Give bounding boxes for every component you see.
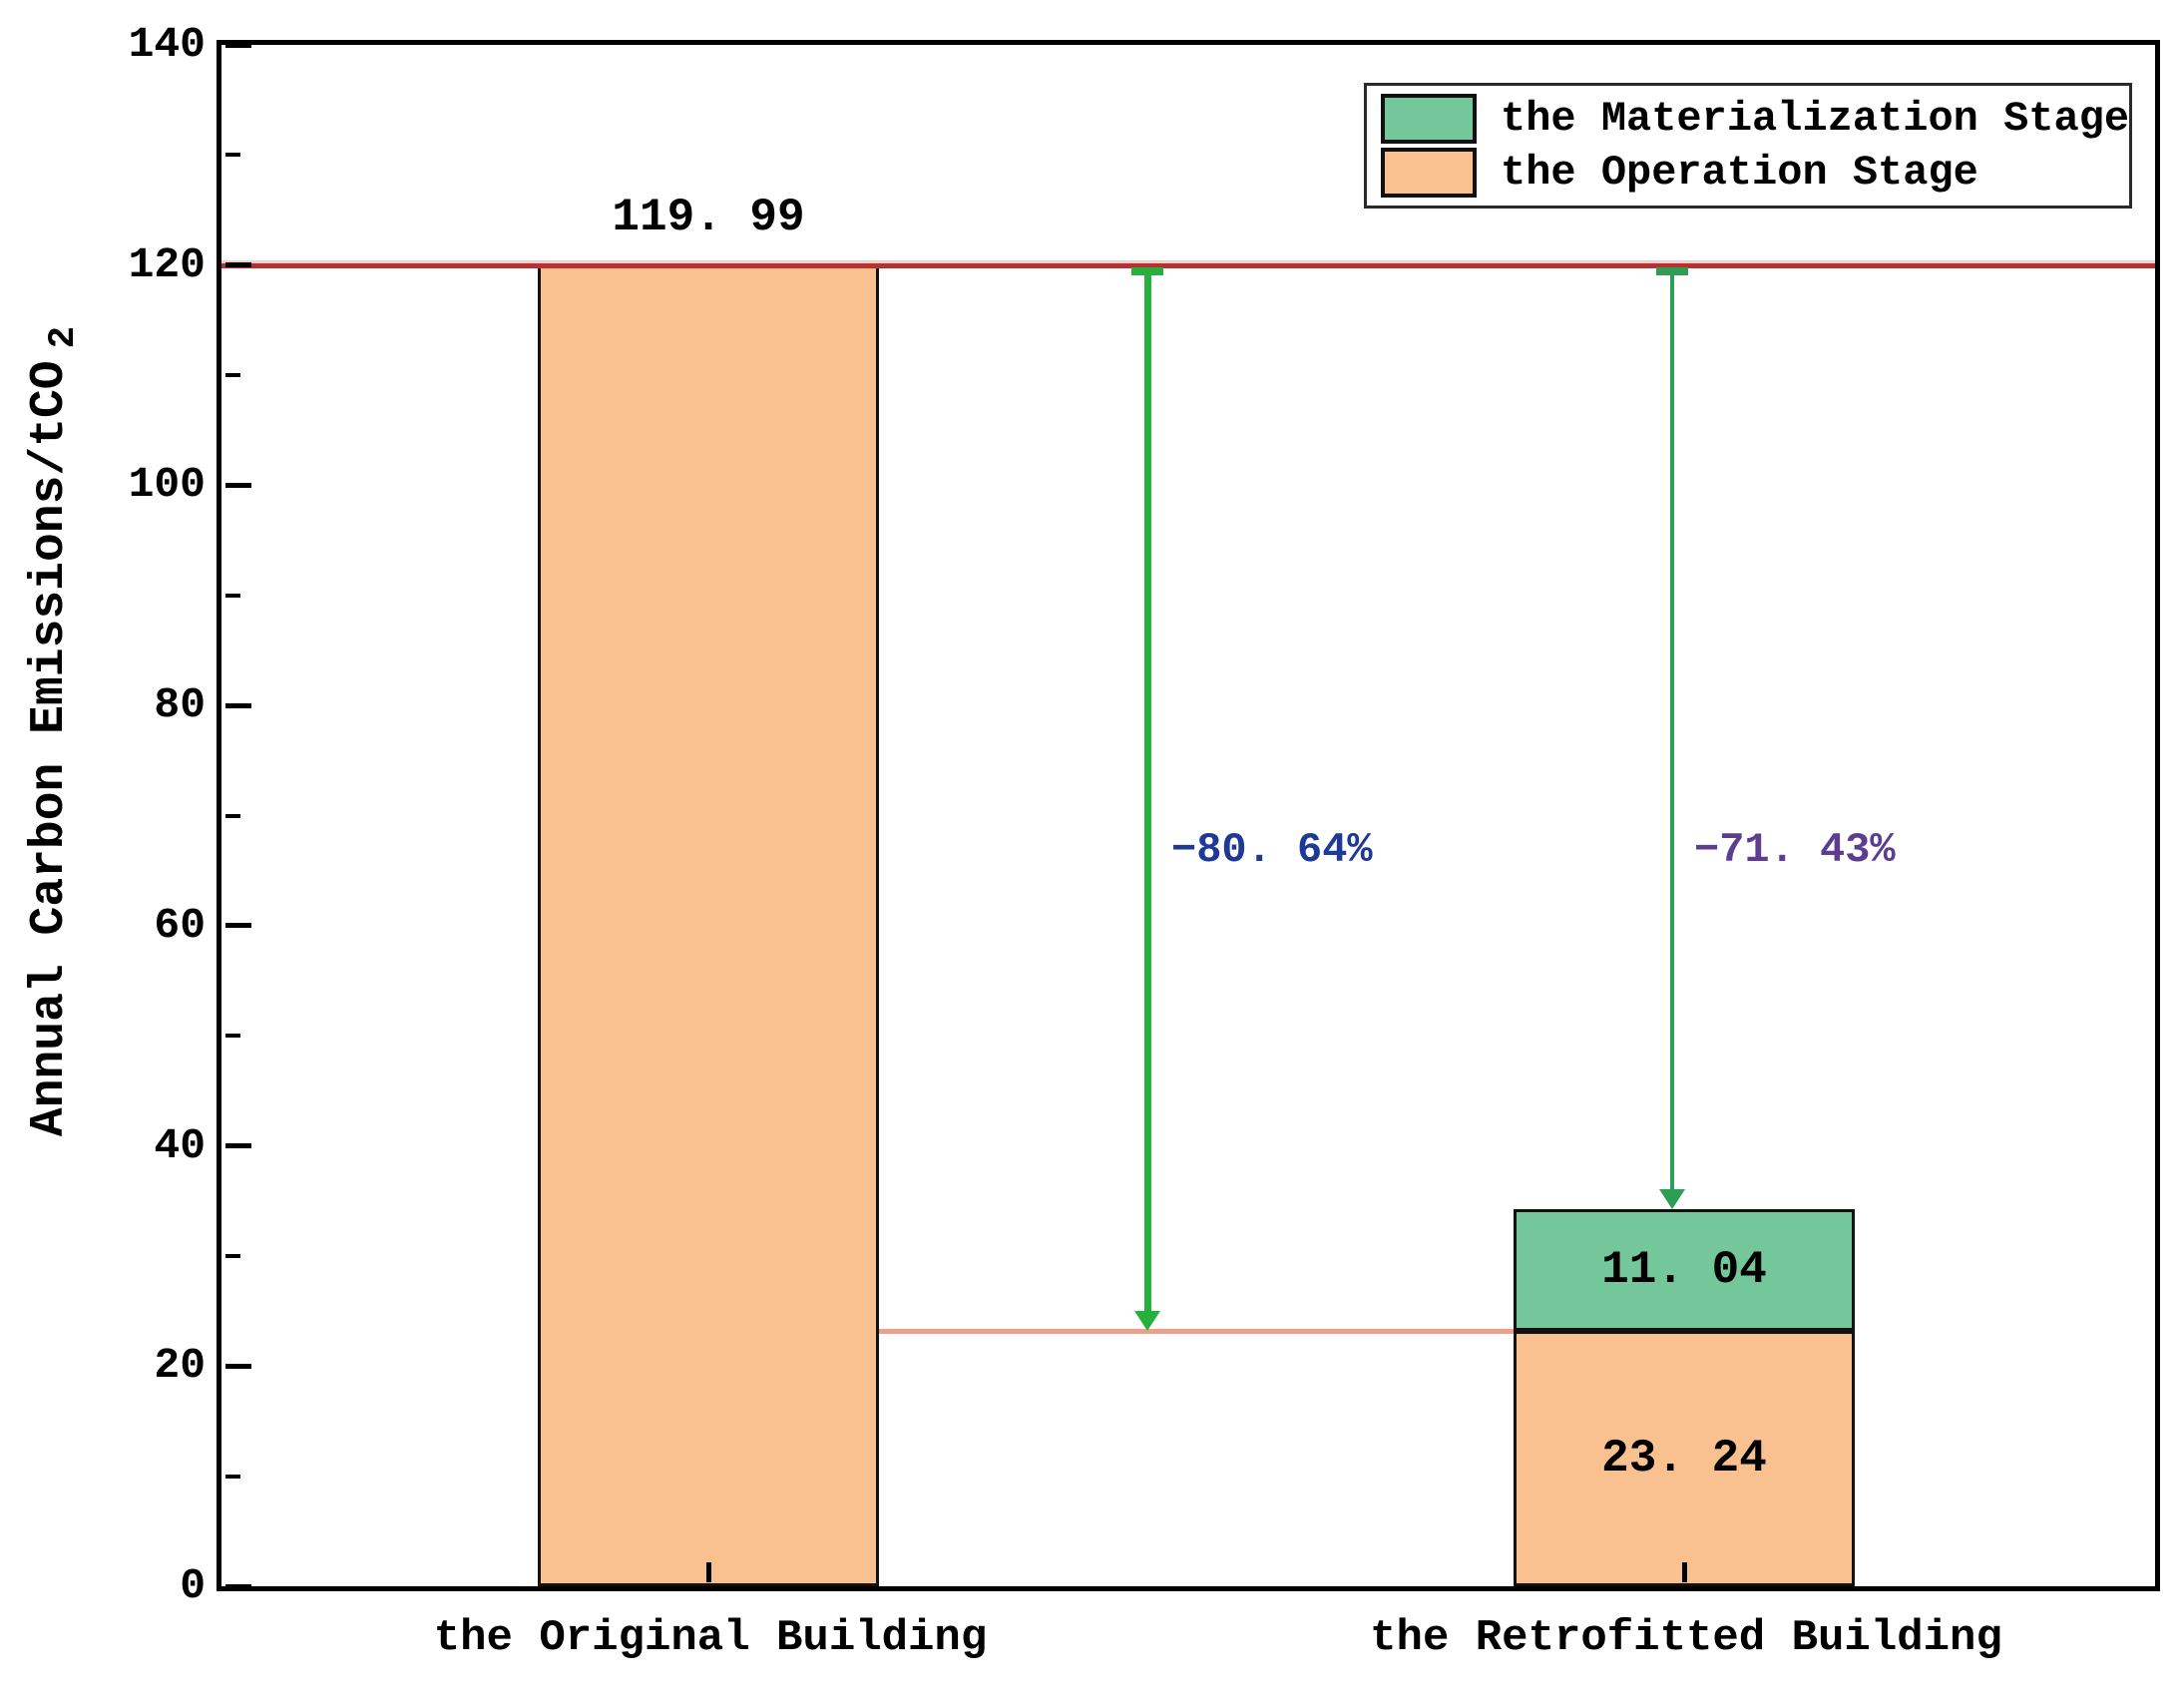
legend-entry-materialization: the Materialization Stage — [1381, 94, 2129, 144]
y-tick-label-100: 100 — [128, 460, 206, 510]
reference-line-0 — [221, 262, 2155, 268]
legend: the Materialization Stage the Operation … — [1364, 83, 2132, 209]
y-major-tick-40 — [225, 1143, 251, 1149]
x-tick-label-retrofitted-building: the Retrofitted Building — [1370, 1613, 2002, 1663]
bar-segment-the-operation-stage-1 — [1514, 1330, 1855, 1586]
bar-value-label-original-total: 119. 99 — [612, 191, 805, 243]
y-tick-label-80: 80 — [154, 680, 206, 730]
arrow-head-0 — [1134, 1310, 1160, 1331]
bar-segment-the-materialization-stage-1 — [1514, 1208, 1855, 1331]
reference-line-1 — [879, 1328, 1514, 1334]
y-minor-tick-30 — [225, 1253, 240, 1258]
legend-swatch-materialization — [1381, 94, 1477, 144]
bar-segment-the-operation-stage-0 — [538, 264, 879, 1586]
y-axis-title-subscript: 2 — [42, 325, 85, 349]
annotation-reduction-80: −80. 64% — [1171, 826, 1373, 874]
arrow-shaft-1 — [1670, 266, 1674, 1195]
y-minor-tick-10 — [225, 1474, 240, 1479]
y-major-tick-0 — [225, 1583, 251, 1589]
legend-label-materialization: the Materialization Stage — [1501, 95, 2130, 143]
legend-swatch-operation — [1381, 148, 1477, 198]
y-tick-label-60: 60 — [154, 900, 206, 950]
x-tick-0 — [705, 1562, 711, 1582]
y-minor-tick-130 — [225, 153, 240, 158]
legend-label-operation: the Operation Stage — [1501, 149, 1978, 197]
y-major-tick-20 — [225, 1363, 251, 1369]
x-tick-1 — [1681, 1562, 1687, 1582]
y-major-tick-120 — [225, 262, 251, 268]
arrow-head-1 — [1659, 1188, 1685, 1209]
y-tick-label-0: 0 — [180, 1561, 206, 1610]
reference-line-halo-0 — [221, 259, 2155, 263]
y-tick-label-120: 120 — [128, 239, 206, 289]
annotation-reduction-71: −71. 43% — [1694, 826, 1896, 874]
y-minor-tick-110 — [225, 373, 240, 378]
y-tick-label-20: 20 — [154, 1341, 206, 1391]
y-major-tick-100 — [225, 482, 251, 488]
y-major-tick-140 — [225, 42, 251, 48]
y-tick-label-140: 140 — [128, 20, 206, 69]
bar-value-label-operation: 23. 24 — [1601, 1432, 1767, 1485]
y-minor-tick-90 — [225, 593, 240, 598]
legend-entry-operation: the Operation Stage — [1381, 148, 2115, 198]
x-tick-label-original-building: the Original Building — [433, 1613, 988, 1663]
arrow-shaft-0 — [1143, 266, 1151, 1317]
y-tick-label-40: 40 — [154, 1120, 206, 1170]
y-major-tick-60 — [225, 923, 251, 929]
y-minor-tick-70 — [225, 813, 240, 818]
y-minor-tick-50 — [225, 1034, 240, 1039]
y-major-tick-80 — [225, 702, 251, 708]
plot-frame — [217, 40, 2160, 1591]
bar-value-label-materialization: 11. 04 — [1601, 1243, 1767, 1296]
